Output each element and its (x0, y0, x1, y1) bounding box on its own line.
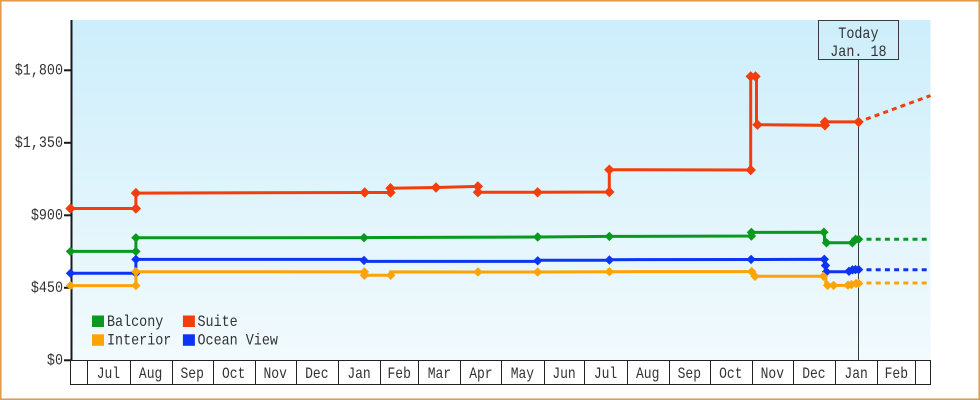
svg-text:Feb: Feb (885, 366, 908, 383)
svg-text:Sep: Sep (181, 366, 204, 383)
svg-text:Apr: Apr (469, 366, 492, 383)
svg-text:Dec: Dec (305, 366, 328, 383)
svg-text:$900: $900 (31, 208, 63, 225)
svg-text:Sep: Sep (678, 366, 701, 383)
svg-text:Jan: Jan (844, 366, 867, 383)
svg-text:Oct: Oct (222, 366, 245, 383)
svg-text:Jan. 18: Jan. 18 (830, 44, 886, 61)
svg-text:Aug: Aug (636, 366, 659, 383)
svg-text:$1,800: $1,800 (15, 63, 63, 80)
svg-text:Ocean View: Ocean View (198, 333, 279, 350)
svg-text:Nov: Nov (761, 366, 785, 383)
svg-text:May: May (511, 366, 535, 383)
svg-text:Interior: Interior (107, 333, 171, 350)
svg-text:Aug: Aug (139, 366, 162, 383)
svg-text:Mar: Mar (428, 366, 451, 383)
svg-text:Jul: Jul (97, 366, 120, 383)
svg-text:Jan: Jan (347, 366, 370, 383)
svg-text:Feb: Feb (388, 366, 411, 383)
svg-text:Jul: Jul (594, 366, 617, 383)
svg-text:$0: $0 (47, 353, 63, 370)
svg-text:$450: $450 (31, 280, 63, 297)
svg-text:Nov: Nov (264, 366, 288, 383)
svg-text:Oct: Oct (719, 366, 742, 383)
svg-text:Today: Today (838, 26, 878, 43)
svg-text:Balcony: Balcony (107, 314, 163, 331)
svg-text:Suite: Suite (198, 314, 238, 331)
svg-text:$1,350: $1,350 (15, 135, 63, 152)
svg-text:Dec: Dec (802, 366, 825, 383)
svg-text:Jun: Jun (552, 366, 575, 383)
